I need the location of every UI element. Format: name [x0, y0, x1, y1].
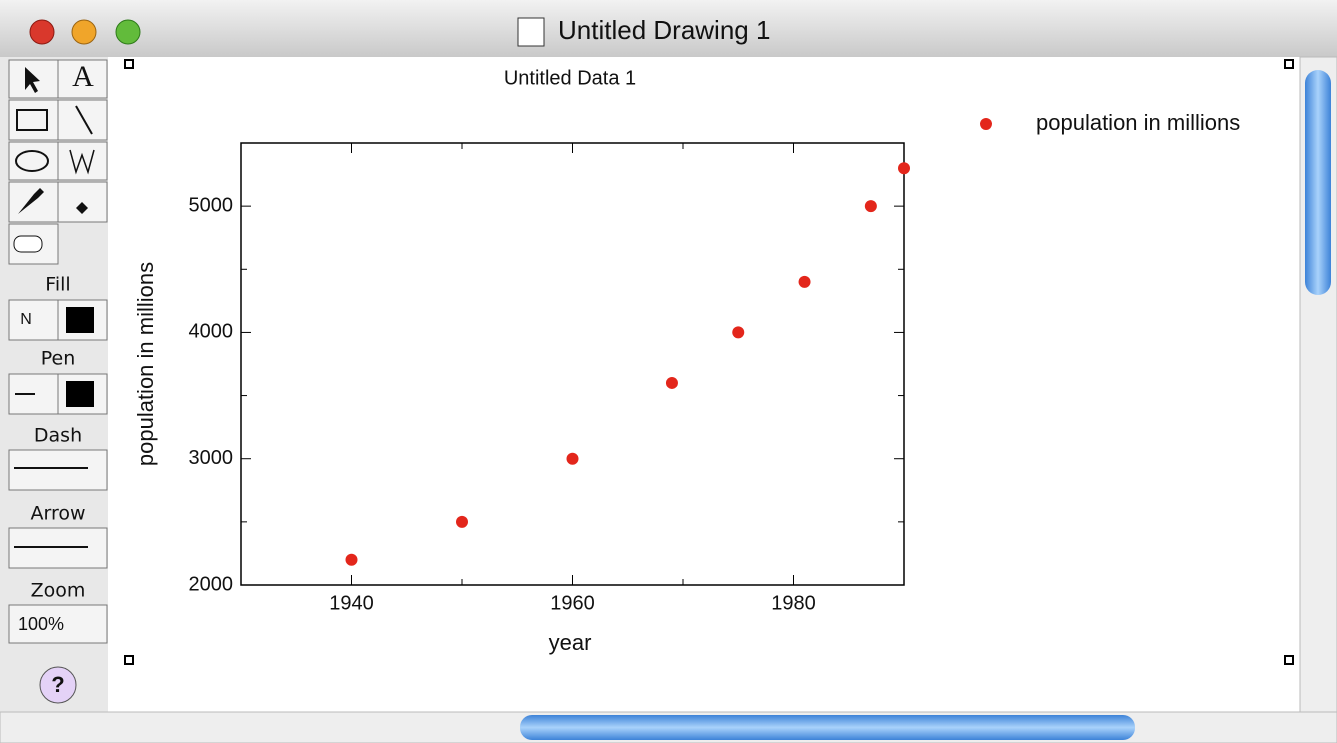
tool-buttons[interactable]	[8, 59, 108, 644]
pen-color[interactable]	[66, 381, 94, 407]
pen-label: Pen	[41, 348, 76, 370]
legend-label: population in millions	[1036, 110, 1240, 135]
line-tool-icon	[75, 105, 93, 135]
chart-title: Untitled Data 1	[504, 67, 636, 89]
text-tool[interactable]: A	[72, 60, 94, 93]
vertical-scroll-thumb[interactable]	[1305, 70, 1331, 295]
chart: Untitled Data 1 year population in million…	[133, 67, 1240, 655]
minimize-button[interactable]	[71, 19, 97, 45]
legend-marker	[980, 118, 992, 130]
button-tool-icon	[13, 235, 43, 253]
data-point	[898, 162, 910, 175]
y-tick-label: 2000	[189, 573, 234, 595]
x-tick-label: 1940	[329, 592, 374, 614]
poly-tool-icon	[69, 149, 95, 175]
horizontal-scroll-thumb[interactable]	[520, 715, 1135, 740]
dropper-icon	[18, 188, 44, 214]
help-button[interactable]	[39, 666, 77, 704]
close-button[interactable]	[29, 19, 55, 45]
data-point	[345, 553, 358, 566]
data-point	[732, 326, 745, 339]
data-point	[798, 275, 811, 288]
window-title: Untitled Drawing 1	[558, 15, 770, 45]
zoom-button[interactable]	[115, 19, 141, 45]
data-point	[864, 200, 877, 213]
x-tick-label: 1960	[550, 592, 595, 614]
canvas	[108, 57, 1300, 712]
y-tick-label: 3000	[189, 447, 234, 469]
y-tick-label: 5000	[189, 194, 234, 216]
data-point	[665, 376, 678, 389]
document-icon	[517, 17, 545, 47]
zoom-value[interactable]: 100%	[18, 614, 64, 634]
x-tick-label: 1980	[771, 592, 816, 614]
fill-mode[interactable]: N	[20, 311, 32, 328]
y-tick-label: 4000	[189, 321, 234, 343]
zoom-label: Zoom	[31, 580, 86, 602]
oval-tool-icon	[15, 150, 49, 172]
help-text: ?	[51, 672, 64, 697]
fill-label: Fill	[45, 274, 70, 296]
data-point	[566, 452, 579, 465]
selection-handles	[124, 59, 1294, 665]
y-axis-label: population in millions	[133, 262, 158, 466]
title-bar	[0, 0, 1337, 57]
data-point	[456, 515, 468, 528]
arrow-label: Arrow	[30, 503, 85, 525]
fill-color[interactable]	[66, 307, 94, 333]
point-icon	[76, 202, 88, 214]
rect-tool-icon	[16, 109, 48, 131]
arrow-tool-icon	[25, 67, 40, 93]
x-axis-label: year	[549, 630, 592, 655]
dash-label: Dash	[34, 425, 82, 447]
